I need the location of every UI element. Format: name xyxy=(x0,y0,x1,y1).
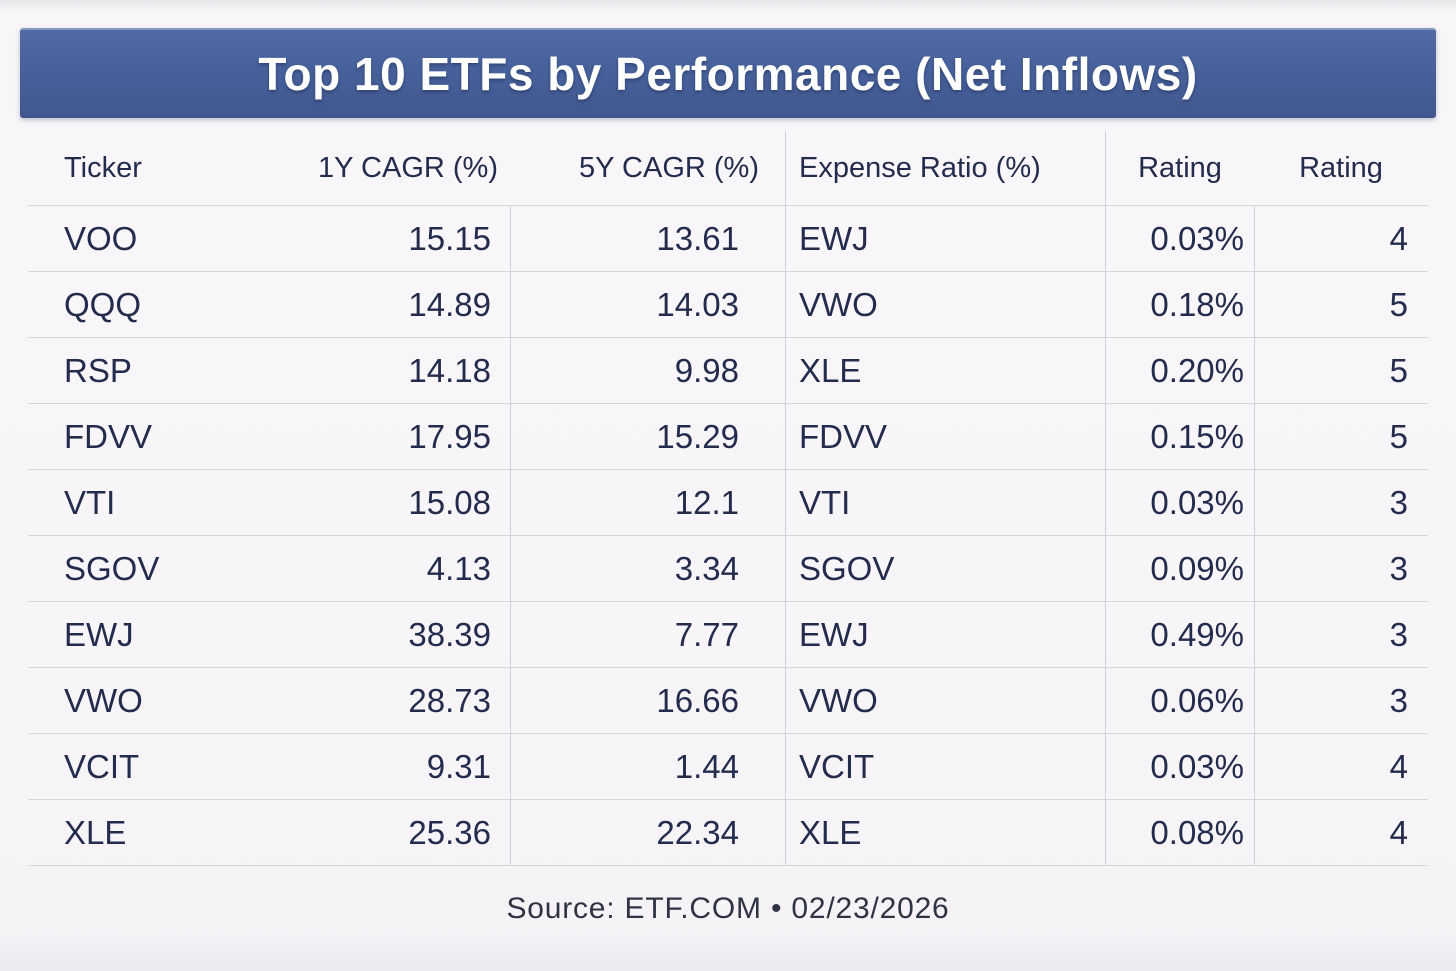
col-header-ticker: Ticker xyxy=(64,151,142,184)
rating-cell: 3 xyxy=(1254,470,1428,535)
cagr-1y-cell: 9.31 xyxy=(426,747,491,785)
expense-ratio-cell: 0.15% xyxy=(1105,404,1254,469)
table-row: VWO 28.73 16.66 VWO 0.06% 3 xyxy=(28,668,1428,734)
ticker2-cell: FDVV xyxy=(785,404,1105,469)
expense-ratio-cell: 0.03% xyxy=(1105,470,1254,535)
rating-cell: 5 xyxy=(1254,404,1428,469)
rating-cell: 4 xyxy=(1254,734,1428,799)
expense-ratio-cell: 0.18% xyxy=(1105,272,1254,337)
page-title: Top 10 ETFs by Performance (Net Inflows) xyxy=(20,28,1436,118)
cagr-1y-cell: 14.18 xyxy=(408,351,491,389)
table-row: VOO 15.15 13.61 EWJ 0.03% 4 xyxy=(28,206,1428,272)
col-header-expense-ratio: Expense Ratio (%) xyxy=(785,131,1105,205)
etf-table: Ticker 1Y CAGR (%) 5Y CAGR (%) Expense R… xyxy=(28,131,1428,866)
cagr-1y-cell: 28.73 xyxy=(408,681,491,719)
ticker-cell: QQQ xyxy=(64,285,142,323)
rating-cell: 5 xyxy=(1254,272,1428,337)
expense-ratio-cell: 0.49% xyxy=(1105,602,1254,667)
ticker-cell: EWJ xyxy=(64,615,134,653)
rating-cell: 3 xyxy=(1254,602,1428,667)
expense-ratio-cell: 0.09% xyxy=(1105,536,1254,601)
table-row: XLE 25.36 22.34 XLE 0.08% 4 xyxy=(28,800,1428,866)
ticker-cell: VCIT xyxy=(64,747,140,785)
cagr-1y-cell: 15.08 xyxy=(408,483,491,521)
ticker2-cell: VTI xyxy=(785,470,1105,535)
cagr-5y-cell: 15.29 xyxy=(510,404,785,469)
col-header-1y-cagr: 1Y CAGR (%) xyxy=(318,151,498,184)
cagr-1y-cell: 38.39 xyxy=(408,615,491,653)
ticker-cell: VTI xyxy=(64,483,116,521)
cagr-5y-cell: 22.34 xyxy=(510,800,785,865)
col-header-5y-cagr: 5Y CAGR (%) xyxy=(579,151,759,184)
cagr-1y-cell: 15.15 xyxy=(408,219,491,257)
table-row: SGOV 4.13 3.34 SGOV 0.09% 3 xyxy=(28,536,1428,602)
cagr-1y-cell: 14.89 xyxy=(408,285,491,323)
ticker-cell: XLE xyxy=(64,813,127,851)
rating-cell: 4 xyxy=(1254,800,1428,865)
cagr-5y-cell: 13.61 xyxy=(510,206,785,271)
rating-cell: 3 xyxy=(1254,536,1428,601)
ticker-cell: FDVV xyxy=(64,417,153,455)
ticker-cell: VOO xyxy=(64,219,138,257)
table-body: VOO 15.15 13.61 EWJ 0.03% 4 QQQ 14.89 14.03 VWO 0.… xyxy=(28,206,1428,866)
cagr-1y-cell: 17.95 xyxy=(408,417,491,455)
ticker2-cell: XLE xyxy=(785,800,1105,865)
ticker-cell: VWO xyxy=(64,681,143,719)
cagr-1y-cell: 4.13 xyxy=(426,549,491,587)
table-row: RSP 14.18 9.98 XLE 0.20% 5 xyxy=(28,338,1428,404)
table-row: VTI 15.08 12.1 VTI 0.03% 3 xyxy=(28,470,1428,536)
table-row: VCIT 9.31 1.44 VCIT 0.03% 4 xyxy=(28,734,1428,800)
cagr-5y-cell: 16.66 xyxy=(510,668,785,733)
ticker-cell: SGOV xyxy=(64,549,160,587)
etf-performance-infographic: Top 10 ETFs by Performance (Net Inflows)… xyxy=(0,28,1456,971)
cagr-1y-cell: 25.36 xyxy=(408,813,491,851)
table-row: QQQ 14.89 14.03 VWO 0.18% 5 xyxy=(28,272,1428,338)
expense-ratio-cell: 0.03% xyxy=(1105,734,1254,799)
table-row: FDVV 17.95 15.29 FDVV 0.15% 5 xyxy=(28,404,1428,470)
expense-ratio-cell: 0.08% xyxy=(1105,800,1254,865)
table-row: EWJ 38.39 7.77 EWJ 0.49% 3 xyxy=(28,602,1428,668)
ticker2-cell: VWO xyxy=(785,668,1105,733)
ticker2-cell: VCIT xyxy=(785,734,1105,799)
cagr-5y-cell: 3.34 xyxy=(510,536,785,601)
rating-cell: 3 xyxy=(1254,668,1428,733)
expense-ratio-cell: 0.20% xyxy=(1105,338,1254,403)
cagr-5y-cell: 1.44 xyxy=(510,734,785,799)
cagr-5y-cell: 9.98 xyxy=(510,338,785,403)
cagr-5y-cell: 12.1 xyxy=(510,470,785,535)
table-header-row: Ticker 1Y CAGR (%) 5Y CAGR (%) Expense R… xyxy=(28,131,1428,206)
source-caption: Source: ETF.COM • 02/23/2026 xyxy=(506,892,950,925)
col-header-rating-1: Rating xyxy=(1105,131,1254,205)
cagr-5y-cell: 14.03 xyxy=(510,272,785,337)
expense-ratio-cell: 0.06% xyxy=(1105,668,1254,733)
cagr-5y-cell: 7.77 xyxy=(510,602,785,667)
rating-cell: 4 xyxy=(1254,206,1428,271)
col-header-rating-2: Rating xyxy=(1299,151,1383,184)
expense-ratio-cell: 0.03% xyxy=(1105,206,1254,271)
rating-cell: 5 xyxy=(1254,338,1428,403)
ticker2-cell: EWJ xyxy=(785,602,1105,667)
ticker2-cell: XLE xyxy=(785,338,1105,403)
ticker2-cell: SGOV xyxy=(785,536,1105,601)
ticker2-cell: EWJ xyxy=(785,206,1105,271)
ticker-cell: RSP xyxy=(64,351,132,389)
ticker2-cell: VWO xyxy=(785,272,1105,337)
